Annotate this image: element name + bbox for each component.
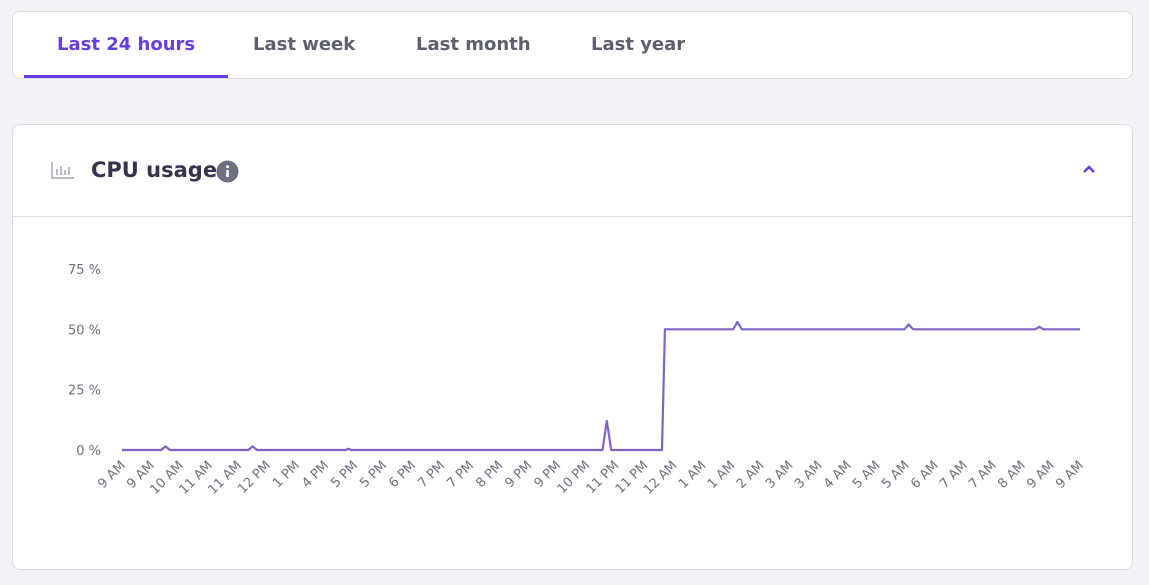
- x-tick-label: 9 AM: [95, 458, 129, 492]
- x-tick-label: 4 PM: [299, 458, 332, 491]
- x-tick-label: 12 PM: [235, 458, 274, 497]
- x-tick-label: 5 PM: [357, 458, 390, 491]
- collapse-chevron[interactable]: [1081, 163, 1097, 175]
- x-tick-label: 1 AM: [676, 458, 710, 492]
- tab[interactable]: Last 24 hours: [24, 12, 229, 78]
- y-tick-label: 0 %: [76, 444, 101, 459]
- x-tick-label: 11 AM: [205, 458, 244, 497]
- cpu-line: [122, 321, 1080, 452]
- tab-bar: Last 24 hours Last week Last month Last yea…: [12, 11, 1133, 79]
- x-tick-label: 9 AM: [1024, 458, 1058, 492]
- x-tick-label: 1 AM: [705, 458, 739, 492]
- x-tick-label: 5 AM: [850, 458, 884, 492]
- info-icon[interactable]: [216, 160, 239, 183]
- x-tick-label: 7 AM: [966, 458, 1000, 492]
- x-tick-label: 6 AM: [908, 458, 942, 492]
- card-title: CPU usage: [91, 158, 218, 182]
- x-tick-label: 8 AM: [995, 458, 1029, 492]
- x-tick-label: 2 AM: [734, 458, 768, 492]
- x-tick-label: 7 PM: [444, 458, 477, 491]
- x-tick-label: 5 PM: [328, 458, 361, 491]
- x-tick-label: 5 AM: [879, 458, 913, 492]
- x-tick-label: 1 PM: [270, 458, 303, 491]
- x-tick-label: 8 PM: [473, 458, 506, 491]
- card-header: CPU usage: [13, 125, 1132, 217]
- tab[interactable]: Last month: [416, 34, 531, 55]
- x-tick-label: 6 PM: [386, 458, 419, 491]
- chart-icon: [51, 162, 74, 179]
- x-tick-label: 3 AM: [763, 458, 797, 492]
- y-tick-label: 25 %: [68, 384, 101, 399]
- x-tick-label: 7 PM: [415, 458, 448, 491]
- x-tick-label: 7 AM: [937, 458, 971, 492]
- y-tick-label: 75 %: [68, 263, 101, 278]
- tab[interactable]: Last year: [591, 34, 686, 55]
- y-tick-label: 50 %: [68, 323, 101, 338]
- x-tick-label: 3 AM: [792, 458, 826, 492]
- x-tick-label: 9 PM: [502, 458, 535, 491]
- x-tick-label: 4 AM: [821, 458, 855, 492]
- x-tick-label: 9 AM: [1053, 458, 1087, 492]
- x-tick-label: 12 AM: [641, 458, 680, 497]
- tab[interactable]: Last week: [253, 34, 356, 55]
- cpu-card: CPU usage: [12, 124, 1133, 570]
